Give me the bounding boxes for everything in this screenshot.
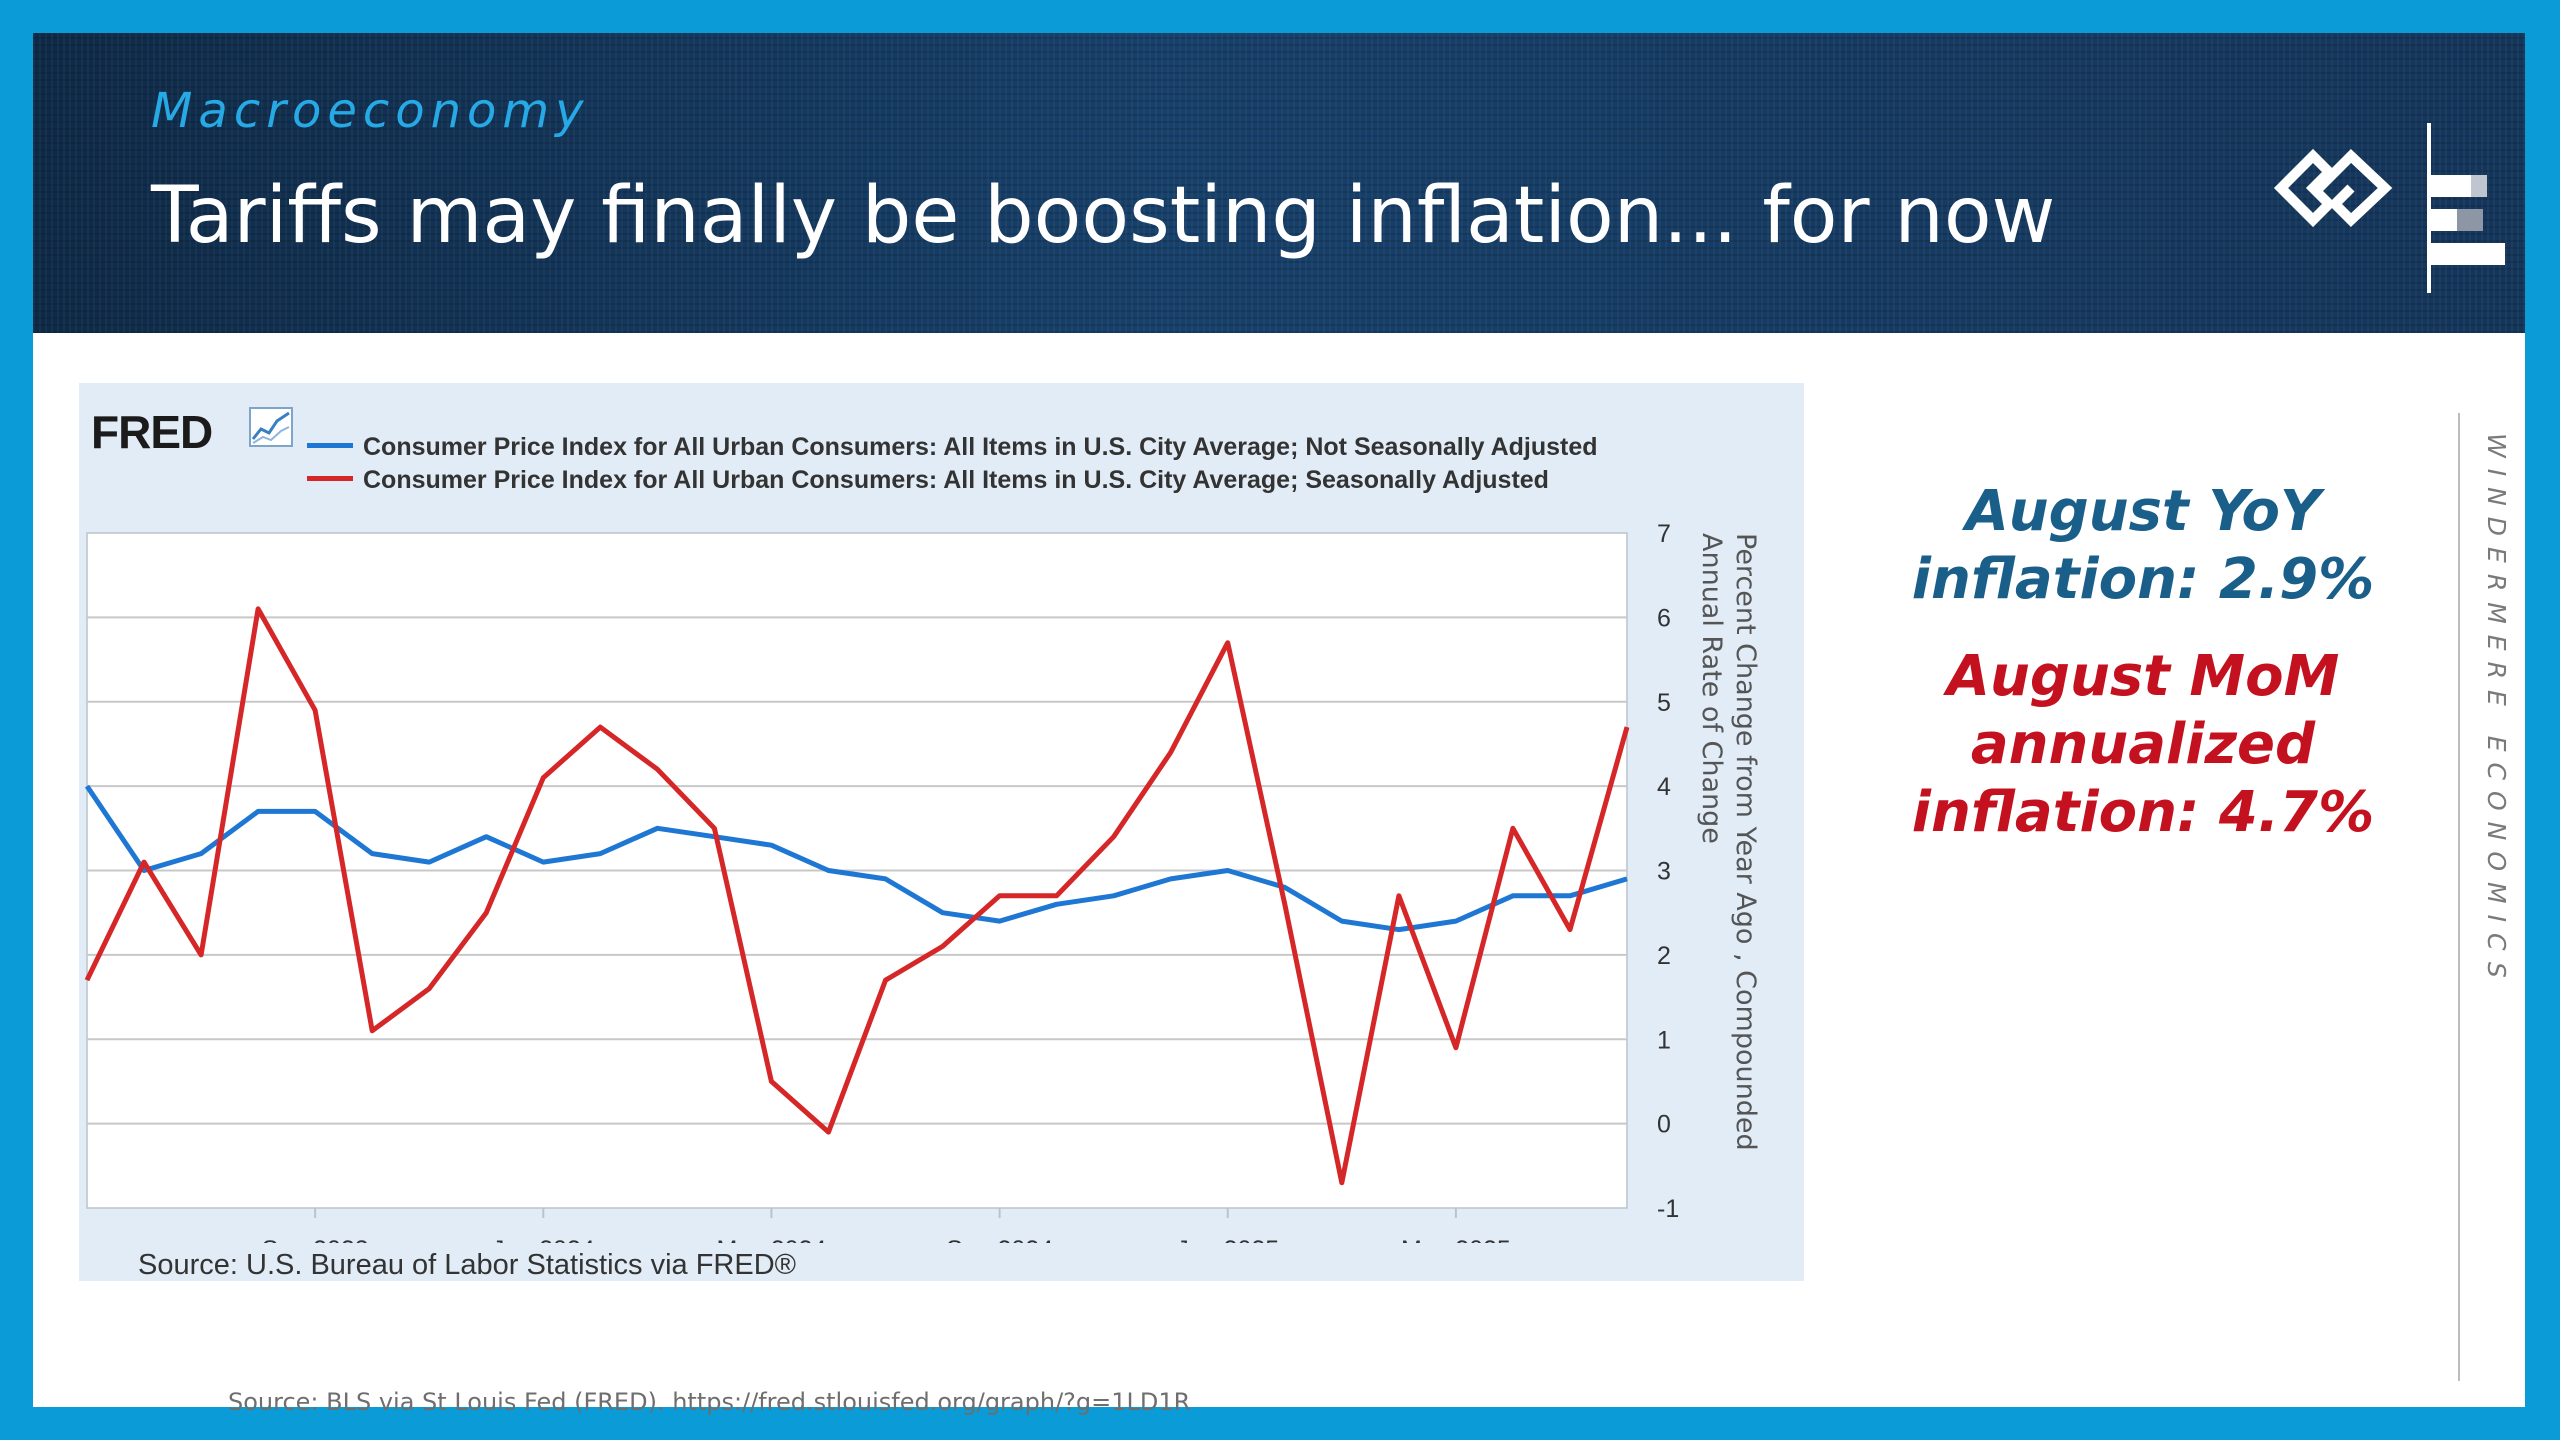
x-tick-label: Sep 2024 — [946, 1236, 1053, 1243]
legend-item-nsa: Consumer Price Index for All Urban Consu… — [307, 433, 1598, 465]
callout-yoy: August YoY inflation: 2.9% — [1853, 478, 2433, 614]
callout-yoy-line-2: inflation: 2.9% — [1911, 547, 2375, 612]
header-kicker: Macroeconomy — [151, 83, 590, 139]
y-tick-label: 7 — [1657, 520, 1671, 548]
y-axis-label-line-2: Annual Rate of Change — [1696, 533, 1727, 844]
page-title: Tariffs may finally be boosting inflatio… — [151, 171, 2056, 261]
series-line-sa — [84, 606, 1630, 1186]
fred-source-note: Source: U.S. Bureau of Labor Statistics … — [138, 1249, 797, 1281]
y-axis-label-line-1: Percent Change from Year Ago , Compounde… — [1730, 533, 1761, 1151]
x-tick-label: Jan 2025 — [1176, 1236, 1279, 1243]
callout-yoy-line-1: August YoY — [1965, 479, 2321, 544]
y-tick-label: 0 — [1657, 1111, 1671, 1139]
legend-swatch-nsa — [307, 442, 353, 448]
y-tick-label: 5 — [1657, 689, 1671, 717]
x-tick-label: Sep 2023 — [262, 1236, 369, 1243]
y-tick-label: 4 — [1657, 773, 1671, 801]
legend-label-nsa: Consumer Price Index for All Urban Consu… — [363, 433, 1598, 461]
y-tick-label: 3 — [1657, 858, 1671, 886]
y-tick-label: 1 — [1657, 1026, 1671, 1054]
callout-mom-line-2: annualized — [1970, 712, 2316, 777]
header-banner: Macroeconomy Tariffs may finally be boos… — [33, 33, 2525, 333]
legend-swatch-sa — [307, 475, 353, 481]
footer-source: Source: BLS via St Louis Fed (FRED). htt… — [228, 1388, 1191, 1416]
series-line-nsa — [84, 784, 1628, 933]
line-chart: -1 0 1 2 3 4 5 6 7 Sep 2023 Jan 2024 May 2024 Sep 20… — [84, 520, 1761, 1243]
side-brand-text: WINDERMERE ECONOMICS — [2482, 433, 2511, 989]
fred-logo: FRED — [91, 406, 213, 458]
callout-mom-line-3: inflation: 4.7% — [1911, 780, 2375, 845]
callout-mom-line-1: August MoM — [1946, 644, 2340, 709]
y-tick-label: -1 — [1657, 1195, 1679, 1223]
slide: Macroeconomy Tariffs may finally be boos… — [33, 33, 2525, 1416]
vertical-divider — [2458, 413, 2460, 1381]
economics-bars-icon — [2427, 123, 2505, 293]
callout-mom: August MoM annualized inflation: 4.7% — [1853, 643, 2433, 847]
x-tick-label: May 2024 — [717, 1236, 827, 1243]
fred-line-chart-icon — [249, 407, 293, 447]
x-tick-label: May 2025 — [1401, 1236, 1511, 1243]
y-axis-label: Percent Change from Year Ago , Compounde… — [1696, 533, 1761, 1151]
windermere-logo-icon — [2273, 148, 2393, 228]
legend-label-sa: Consumer Price Index for All Urban Consu… — [363, 466, 1549, 494]
legend-item-sa: Consumer Price Index for All Urban Consu… — [307, 466, 1549, 498]
y-tick-label: 6 — [1657, 604, 1671, 632]
x-tick-label: Jan 2024 — [492, 1236, 595, 1243]
y-tick-label: 2 — [1657, 942, 1671, 970]
fred-chart-panel: FRED Consumer Price Index for All Urban … — [79, 383, 1804, 1281]
